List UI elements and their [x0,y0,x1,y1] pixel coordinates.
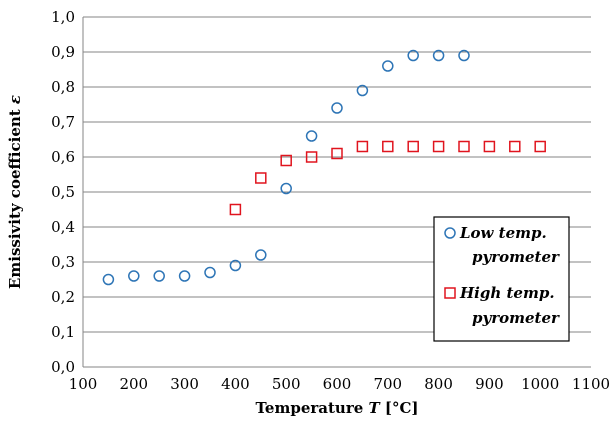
point-series-1 [102,273,115,286]
point-series-1 [382,60,394,72]
point-series-1 [255,249,267,261]
x-tick-label: 700 [373,375,402,393]
y-tick-label: 0,1 [51,323,75,341]
y-tick-label: 0,5 [51,183,75,201]
y-tick-label: 0,7 [51,113,75,131]
x-axis-title: Temperature T [°C] [255,399,418,417]
x-tick-label: 200 [119,375,148,393]
point-series-1 [356,84,369,97]
legend-label-line1: Low temp. [459,224,547,242]
x-axis-title-main: Temperature [255,399,368,417]
point-series-1 [305,130,318,142]
point-series-2 [458,140,470,153]
legend-label-line2: pyrometer [472,248,560,266]
x-axis-title-unit: [°C] [380,399,419,417]
y-tick-label: 0,6 [51,148,75,166]
x-tick-label: 300 [170,375,199,393]
point-series-2 [483,140,496,153]
point-series-1 [331,102,343,114]
x-tick-label: 900 [475,375,504,393]
data-points [102,49,546,286]
legend-entries: Low temp. pyrometer High temp. pyrometer [444,224,560,327]
y-axis-title: Emissivity coefficient ε [6,95,24,289]
point-series-2 [382,140,394,153]
legend-box [433,216,570,342]
y-tick-label: 1,0 [51,8,75,26]
legend-marker-series-1 [444,227,456,239]
x-tick-label: 1100 [572,375,610,393]
point-series-2 [280,154,292,167]
point-series-2 [534,140,546,153]
point-series-1 [178,270,191,282]
x-axis-title-var: T [368,399,381,417]
gridlines [83,16,591,333]
x-tick-label: 600 [323,375,352,393]
y-axis-title-var: ε [6,95,24,104]
point-series-2 [356,140,369,153]
x-tick-label: 500 [272,375,301,393]
point-series-2 [432,140,445,153]
point-series-2 [407,140,419,153]
x-tick-labels: 100 200 300 400 500 600 700 800 900 1000 1100 [69,375,610,393]
point-series-2 [331,147,343,160]
y-tick-label: 0,3 [51,253,75,271]
legend-label-line1: High temp. [459,284,555,302]
x-tick-label: 100 [69,375,98,393]
y-tick-label: 0,0 [51,358,75,376]
point-series-1 [128,270,140,282]
point-series-1 [407,49,419,62]
x-tick-label: 400 [221,375,250,393]
x-tick-label: 1000 [521,375,559,393]
x-tick-label: 800 [424,375,453,393]
y-tick-label: 0,2 [51,288,75,306]
point-series-2 [509,140,521,153]
y-tick-label: 0,9 [51,43,75,61]
point-series-1 [458,49,470,62]
point-series-1 [153,270,165,282]
point-series-2 [229,203,242,216]
y-tick-label: 0,8 [51,78,75,96]
y-axis-title-main: Emissivity coefficient [6,104,24,289]
legend-marker-series-2 [444,287,456,299]
point-series-2 [255,172,267,184]
point-series-1 [432,49,445,62]
point-series-1 [204,266,216,279]
y-tick-label: 0,4 [51,218,75,236]
point-series-1 [229,259,242,272]
point-series-1 [280,182,292,195]
y-tick-labels: 0,0 0,1 0,2 0,3 0,4 0,5 0,6 0,7 0,8 0,9 1,0 [51,8,75,376]
point-series-2 [305,151,318,163]
legend: Low temp. pyrometer High temp. pyrometer [433,216,570,342]
legend-label-line2: pyrometer [472,309,560,327]
